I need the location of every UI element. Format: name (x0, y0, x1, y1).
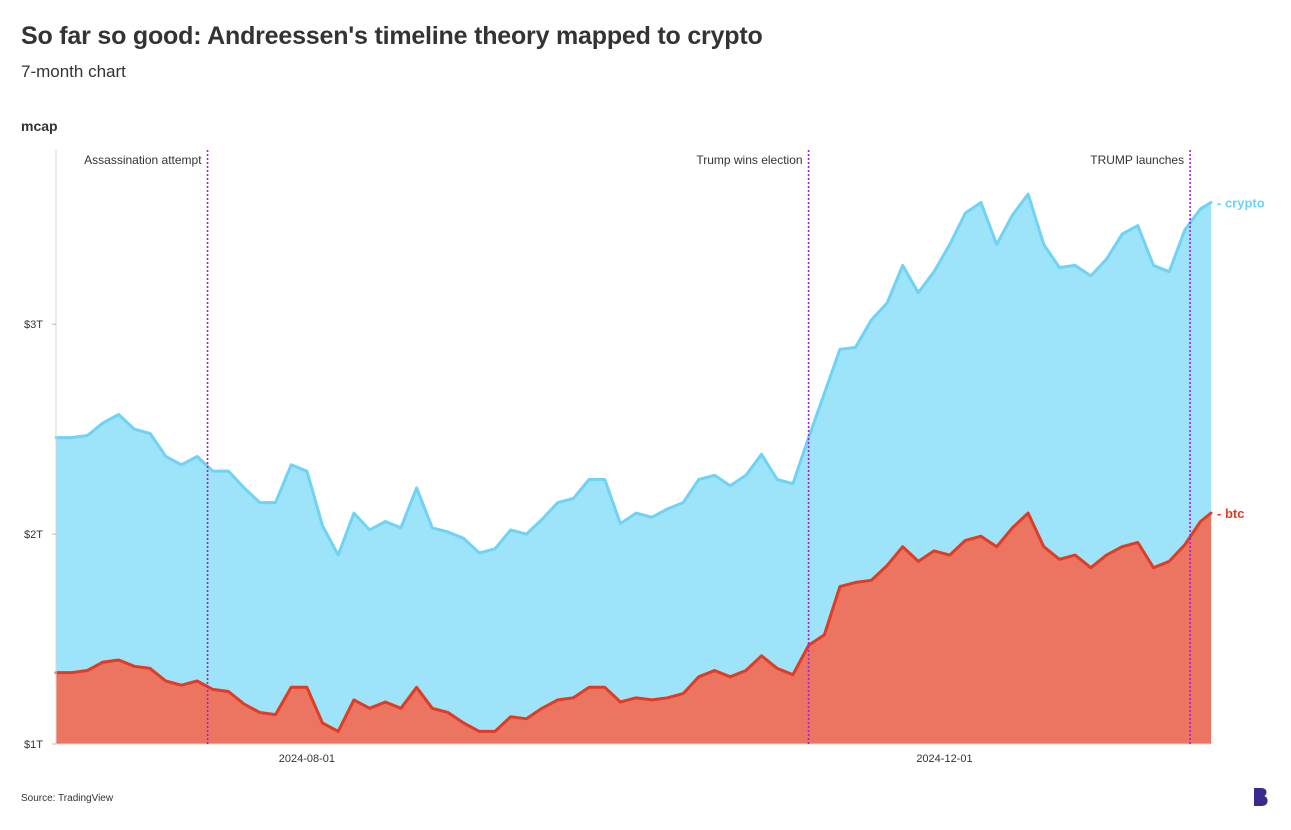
series-crypto-line (54, 192, 1213, 557)
source-note: Source: TradingView (21, 793, 114, 804)
event-label: TRUMP launches (1090, 153, 1184, 167)
y-tick-label: $2T (24, 529, 43, 541)
series-btc-area (56, 513, 1211, 744)
y-tick-label: $3T (24, 319, 43, 331)
y-axis-label: mcap (21, 118, 58, 134)
plot-area (54, 192, 1213, 745)
event-label: Trump wins election (696, 153, 802, 167)
b-logo-icon (1254, 788, 1268, 806)
x-tick-label: 2024-08-01 (279, 753, 335, 765)
chart-subtitle: 7-month chart (21, 62, 126, 81)
series-btc-label: - btc (1217, 506, 1244, 521)
series-crypto-label: - crypto (1217, 195, 1265, 210)
x-tick-label: 2024-12-01 (916, 753, 972, 765)
event-label: Assassination attempt (84, 153, 202, 167)
event-markers: Assassination attempt Trump wins election… (84, 150, 1191, 744)
series-btc-line (54, 511, 1213, 733)
axes: $1T $2T $3T 2024-08-01 2024-12-01 (24, 150, 1211, 765)
series-end-labels: - crypto - btc (1217, 195, 1265, 521)
chart-title: So far so good: Andreessen's timeline th… (21, 22, 763, 50)
y-tick-label: $1T (24, 739, 43, 751)
